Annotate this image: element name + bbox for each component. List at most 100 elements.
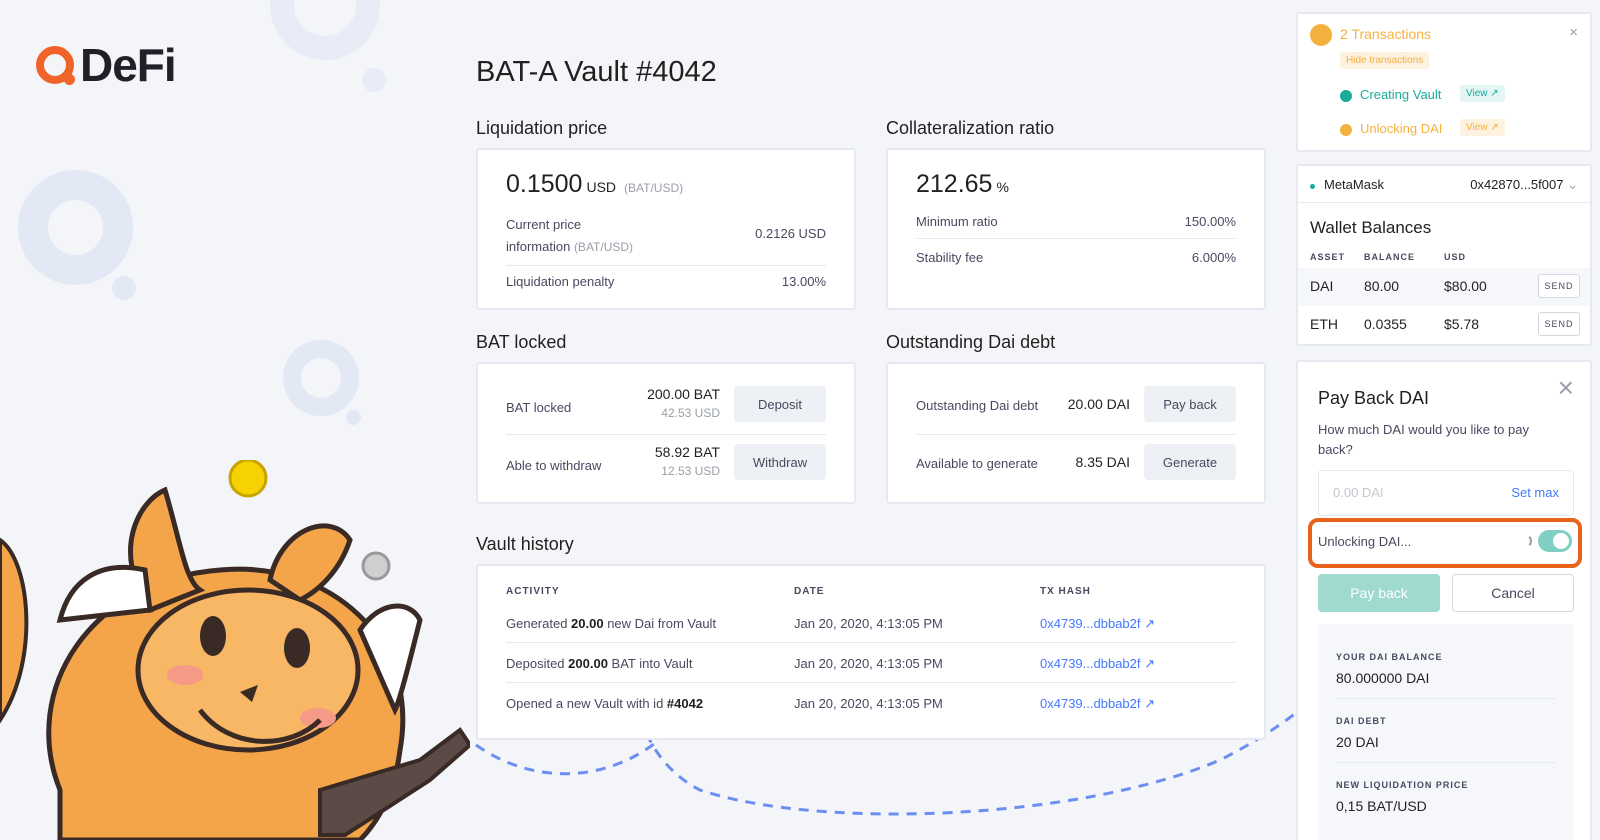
- dai-debt-value: 20 DAI: [1336, 734, 1379, 750]
- available-to-generate-value: 8.35 DAI: [1075, 454, 1130, 470]
- tx-hash-link[interactable]: 0x4739...dbbab2f ↗: [1040, 656, 1155, 671]
- brand-logo: DeFi: [36, 39, 177, 91]
- collateral-section-label: Collateralization ratio: [886, 118, 1055, 138]
- withdraw-values: 58.92 BAT 12.53 USD: [655, 444, 720, 478]
- divider: [506, 682, 1236, 683]
- decor-circle: [283, 340, 359, 416]
- liquidation-value: 0.1500: [506, 170, 583, 198]
- column-header-date: DATE: [794, 586, 825, 597]
- transactions-title: 2 Transactions: [1340, 26, 1432, 42]
- column-header-balance: BALANCE: [1364, 252, 1415, 262]
- connected-dot-icon: [1310, 184, 1315, 189]
- table-row-activity: Deposited 200.00 BAT into Vault: [506, 656, 692, 671]
- available-to-generate-label: Available to generate: [916, 456, 1038, 471]
- current-price-label: Current price information (BAT/USD): [506, 214, 633, 258]
- pay-back-amount-input[interactable]: 0.00 DAI Set max: [1318, 470, 1574, 516]
- unlock-toggle[interactable]: [1538, 530, 1572, 552]
- debt-section-label: Outstanding Dai debt: [886, 332, 1056, 352]
- wallet-provider: MetaMask: [1324, 177, 1384, 192]
- vault-history-card: ACTIVITY DATE TX HASH Generated 20.00 ne…: [476, 564, 1266, 740]
- able-to-withdraw-label: Able to withdraw: [506, 458, 602, 473]
- table-row-tx-hash[interactable]: 0x4739...dbbab2f ↗: [1040, 696, 1155, 712]
- outstanding-debt-value: 20.00 DAI: [1067, 396, 1130, 412]
- tx-hash-link[interactable]: 0x4739...dbbab2f ↗: [1040, 696, 1155, 711]
- view-transaction-link[interactable]: View ↗: [1460, 85, 1505, 102]
- current-price-value: 0.2126 USD: [755, 226, 826, 241]
- status-dot-icon: [1340, 124, 1352, 136]
- liquidation-pair: (BAT/USD): [624, 181, 684, 195]
- divider: [1336, 698, 1556, 699]
- current-price-label-line1: Current price: [506, 217, 582, 232]
- withdraw-button[interactable]: Withdraw: [734, 444, 826, 480]
- activity-text: Generated: [506, 616, 572, 631]
- table-row-tx-hash[interactable]: 0x4739...dbbab2f ↗: [1040, 656, 1155, 672]
- pay-back-question: How much DAI would you like to pay back?: [1318, 422, 1529, 457]
- balance-cell: 80.00: [1364, 278, 1400, 294]
- divider: [506, 265, 826, 266]
- minimum-ratio-value: 150.00%: [1184, 214, 1236, 229]
- cancel-button[interactable]: Cancel: [1452, 574, 1574, 612]
- logo-text: DeFi: [80, 39, 177, 91]
- send-button[interactable]: SEND: [1538, 274, 1580, 298]
- activity-text: BAT into Vault: [607, 656, 693, 671]
- liquidation-unit: USD: [586, 179, 617, 195]
- current-price-pair: (BAT/USD): [573, 240, 634, 254]
- bat-locked-section-label: BAT locked: [476, 332, 567, 352]
- asset-cell: DAI: [1310, 278, 1334, 294]
- toggle-knob-icon: [1553, 533, 1569, 549]
- activity-text: Deposited: [506, 656, 569, 671]
- tx-hash-link[interactable]: 0x4739...dbbab2f ↗: [1040, 616, 1155, 631]
- outstanding-debt-label: Outstanding Dai debt: [916, 398, 1039, 413]
- table-row-date: Jan 20, 2020, 4:13:05 PM: [794, 656, 943, 671]
- liquidation-card: 0.1500 USD (BAT/USD) Current price informa…: [476, 148, 856, 310]
- view-transaction-link[interactable]: View ↗: [1460, 119, 1505, 136]
- close-icon[interactable]: ×: [1557, 372, 1574, 403]
- divider: [1336, 762, 1556, 763]
- coin-grey-icon: [361, 551, 391, 581]
- decor-circle: [270, 0, 380, 60]
- wallet-panel: MetaMask 0x42870...5f007 ⌄ Wallet Balanc…: [1296, 164, 1592, 346]
- coin-icon: [228, 460, 268, 498]
- page-title: BAT-A Vault #4042: [476, 56, 717, 88]
- transaction-item-label: Unlocking DAI: [1360, 121, 1443, 136]
- hide-transactions-button[interactable]: Hide transactions: [1340, 52, 1430, 69]
- activity-amount: #4042: [666, 696, 704, 711]
- table-row-activity: Generated 20.00 new Dai from Vault: [506, 616, 716, 631]
- pay-back-button[interactable]: Pay back: [1144, 386, 1236, 422]
- divider: [916, 434, 1236, 435]
- wallet-balances-title: Wallet Balances: [1310, 218, 1432, 237]
- pay-back-submit-button[interactable]: Pay back: [1318, 574, 1440, 612]
- decor-dot: [112, 276, 136, 300]
- column-header-activity: ACTIVITY: [506, 586, 560, 597]
- usd-cell: $80.00: [1444, 278, 1487, 294]
- activity-amount: 20.00: [571, 616, 604, 631]
- your-dai-balance-value: 80.000000 DAI: [1336, 670, 1430, 686]
- send-button[interactable]: SEND: [1538, 312, 1580, 336]
- table-row-tx-hash[interactable]: 0x4739...dbbab2f ↗: [1040, 616, 1155, 632]
- bat-locked-label: BAT locked: [506, 400, 572, 415]
- asset-cell: ETH: [1310, 316, 1338, 332]
- table-row-activity: Opened a new Vault with id #4042: [506, 696, 703, 711]
- transaction-item-label: Creating Vault: [1360, 87, 1442, 102]
- withdraw-usd: 12.53 USD: [661, 464, 720, 478]
- table-row-date: Jan 20, 2020, 4:13:05 PM: [794, 696, 943, 711]
- pending-indicator-icon: [1310, 24, 1332, 46]
- status-dot-icon: [1340, 90, 1352, 102]
- bat-locked-card: BAT locked 200.00 BAT 42.53 USD Deposit …: [476, 362, 856, 504]
- close-icon[interactable]: ×: [1569, 24, 1578, 41]
- column-header-tx-hash: TX HASH: [1040, 586, 1091, 597]
- divider: [506, 434, 826, 435]
- generate-button[interactable]: Generate: [1144, 444, 1236, 480]
- unlocking-dai-label: Unlocking DAI...: [1318, 534, 1412, 549]
- activity-text: new Dai from Vault: [603, 616, 717, 631]
- withdraw-value: 58.92 BAT: [654, 444, 720, 460]
- deposit-button[interactable]: Deposit: [734, 386, 826, 422]
- set-max-link[interactable]: Set max: [1511, 485, 1559, 500]
- chevron-down-icon: ⌄: [1567, 177, 1578, 192]
- balance-cell: 0.0355: [1364, 316, 1407, 332]
- liquidation-penalty-value: 13.00%: [781, 274, 826, 289]
- logo-mark-icon: [36, 46, 75, 85]
- wallet-address[interactable]: 0x42870...5f007 ⌄: [1470, 177, 1578, 193]
- dai-debt-label: DAI DEBT: [1336, 716, 1387, 726]
- pay-back-title: Pay Back DAI: [1318, 388, 1430, 408]
